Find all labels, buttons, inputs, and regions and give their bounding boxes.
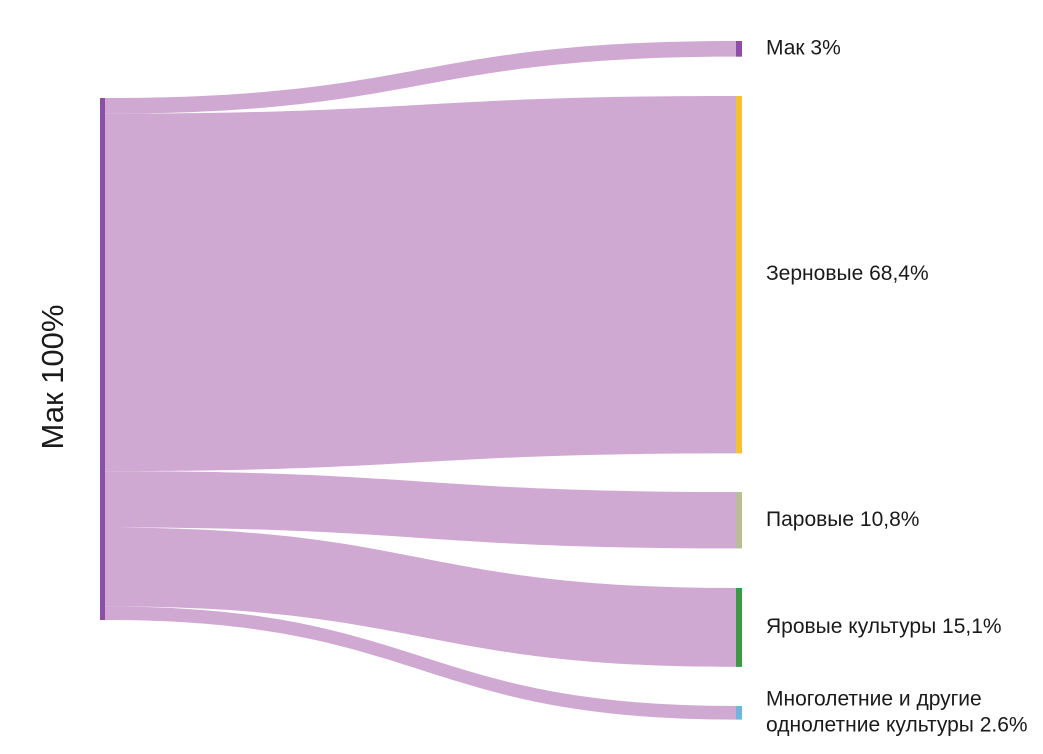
- target-node-label-0: Мак 3%: [766, 36, 841, 59]
- target-node-labels: Мак 3% Зерновые 68,4% Паровые 10,8% Яровые …: [766, 36, 1028, 736]
- target-node-label-1: Зерновые 68,4%: [766, 262, 929, 285]
- sankey-link-3: [105, 527, 736, 667]
- source-node-bar: [100, 98, 105, 620]
- target-node-bar-3: [736, 588, 742, 667]
- target-node-bars: [736, 41, 742, 720]
- target-node-label-line: Мак 3%: [766, 36, 841, 59]
- source-node-label: Мак 100%: [35, 305, 70, 450]
- target-node-label-3: Яровые культуры 15,1%: [766, 615, 1002, 638]
- target-node-label-line: однолетние культуры 2.6%: [766, 713, 1028, 736]
- target-node-label-line: Многолетние и другие: [766, 687, 982, 710]
- target-node-label-line: Зерновые 68,4%: [766, 262, 929, 285]
- target-node-label-line: Яровые культуры 15,1%: [766, 615, 1002, 638]
- target-node-label-line: Паровые 10,8%: [766, 508, 919, 531]
- target-node-label-2: Паровые 10,8%: [766, 508, 919, 531]
- target-node-bar-2: [736, 492, 742, 549]
- target-node-bar-0: [736, 41, 742, 57]
- sankey-link-4: [105, 606, 736, 720]
- sankey-link-1: [105, 96, 736, 472]
- target-node-label-4: Многолетние и другие однолетние культуры …: [766, 687, 1028, 736]
- sankey-link-0: [105, 41, 736, 114]
- sankey-links: [105, 41, 736, 720]
- target-node-bar-4: [736, 706, 742, 720]
- target-node-bar-1: [736, 96, 742, 454]
- sankey-link-2: [105, 471, 736, 549]
